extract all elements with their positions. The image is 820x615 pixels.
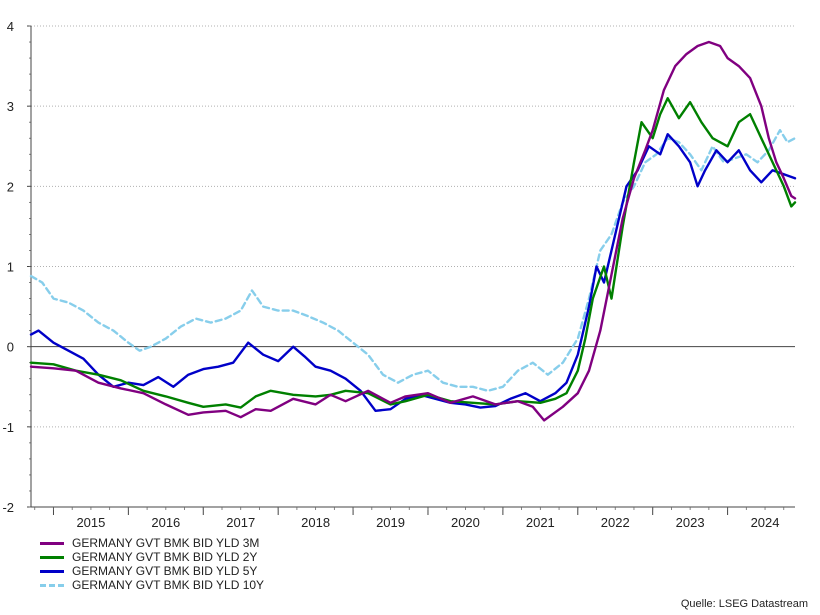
legend-label-5y: GERMANY GVT BMK BID YLD 5Y [72, 564, 258, 578]
x-tick-label: 2024 [751, 515, 780, 530]
x-tick-label: 2016 [151, 515, 180, 530]
series-line-3m [29, 40, 797, 422]
x-tick-label: 2017 [226, 515, 255, 530]
series-line-5y [29, 133, 797, 412]
legend-label-10y: GERMANY GVT BMK BID YLD 10Y [72, 578, 265, 592]
legend-swatch-3m [40, 541, 64, 545]
y-tick-label: -2 [2, 500, 14, 515]
legend-item-2y: GERMANY GVT BMK BID YLD 2Y [40, 550, 264, 564]
gridlines [31, 25, 795, 428]
legend-label-3m: GERMANY GVT BMK BID YLD 3M [72, 536, 260, 550]
legend-label-2y: GERMANY GVT BMK BID YLD 2Y [72, 550, 258, 564]
series-lines [29, 40, 797, 422]
x-tick-label: 2023 [676, 515, 705, 530]
y-tick-label: 2 [7, 179, 14, 194]
tick-labels: 4 3 2 1 0 -1 -2 2015 2016 2017 2018 2019 2020 2021 202… [2, 19, 779, 530]
legend-swatch-2y [40, 555, 64, 559]
legend: GERMANY GVT BMK BID YLD 3M GERMANY GVT B… [40, 536, 264, 592]
y-tick-label: 1 [7, 260, 14, 275]
y-tick-label: 0 [7, 340, 14, 355]
legend-item-10y: GERMANY GVT BMK BID YLD 10Y [40, 578, 264, 592]
legend-item-3m: GERMANY GVT BMK BID YLD 3M [40, 536, 264, 550]
x-tick-label: 2020 [451, 515, 480, 530]
legend-swatch-5y [40, 569, 64, 573]
series-line-10y [29, 129, 797, 392]
y-tick-label: 4 [7, 19, 14, 34]
x-tick-label: 2019 [376, 515, 405, 530]
source-label: Quelle: LSEG Datastream [680, 598, 808, 610]
x-tick-label: 2018 [301, 515, 330, 530]
x-tick-label: 2015 [76, 515, 105, 530]
x-tick-label: 2022 [601, 515, 630, 530]
x-tick-label: 2021 [526, 515, 555, 530]
series-line-2y [29, 97, 797, 409]
legend-item-5y: GERMANY GVT BMK BID YLD 5Y [40, 564, 264, 578]
legend-swatch-10y [40, 583, 64, 587]
y-tick-label: -1 [2, 420, 14, 435]
y-tick-label: 3 [7, 99, 14, 114]
axes [27, 25, 795, 515]
